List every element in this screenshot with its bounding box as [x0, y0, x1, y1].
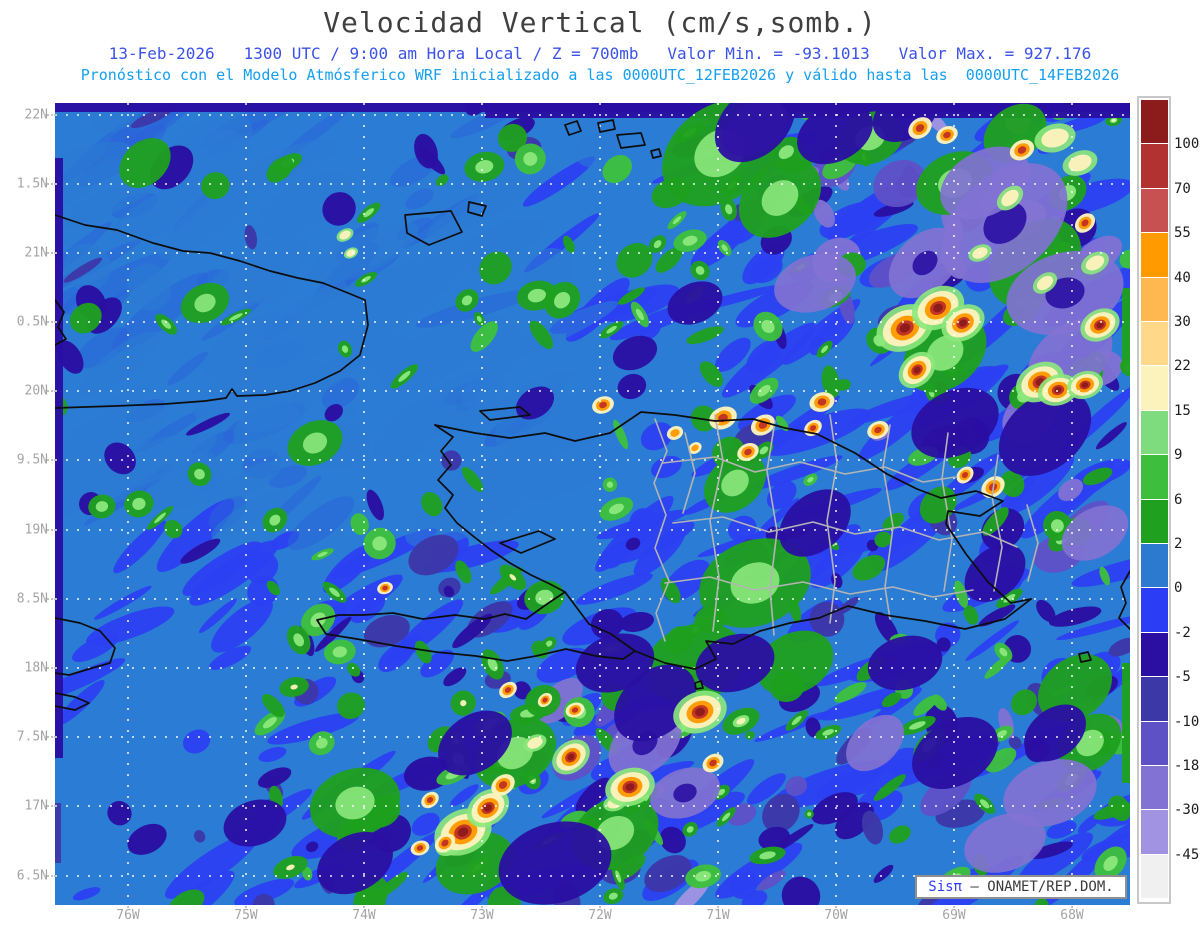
lon-tick-dot: [599, 906, 601, 908]
lon-tick-dot: [717, 906, 719, 908]
colorbar-label: 0: [1174, 580, 1183, 597]
colorbar-label: 15: [1174, 402, 1191, 419]
colorbar-label: 70: [1174, 180, 1191, 197]
lat-tick-label: 8.5N: [16, 591, 48, 607]
lat-tick-dots: [44, 598, 56, 600]
colorbar-label: 22: [1174, 358, 1191, 375]
lon-tick-dot: [363, 906, 365, 908]
colorbar-segment: [1141, 100, 1168, 145]
vertical-velocity-heatmap: [0, 83, 1177, 927]
map-canvas: [0, 83, 1177, 927]
colorbar-label: 9: [1174, 447, 1183, 464]
lat-tick-label: 18N: [24, 660, 48, 676]
colorbar-segment: [1141, 144, 1168, 189]
lat-tick-label: 22N: [24, 107, 48, 123]
colorbar-segment: [1141, 455, 1168, 500]
watermark-separator: —: [961, 879, 988, 895]
colorbar-label: -2: [1174, 624, 1191, 641]
lon-tick-label: 72W: [588, 908, 612, 923]
lat-tick-dots: [44, 805, 56, 807]
lon-tick-label: 71W: [706, 908, 730, 923]
colorbar-label: -18: [1174, 758, 1200, 774]
colorbar-label: -5: [1174, 669, 1191, 686]
page-title: Velocidad Vertical (cm/s,somb.): [323, 6, 877, 39]
lat-tick-label: 19N: [24, 522, 48, 538]
lon-tick-dot: [953, 906, 955, 908]
lon-tick-label: 74W: [352, 908, 376, 923]
colorbar-segment: [1141, 544, 1168, 589]
lat-tick-dots: [44, 321, 56, 323]
lat-tick-label: 1.5N: [16, 176, 48, 192]
lat-tick-dots: [44, 114, 56, 116]
lat-tick-dots: [44, 736, 56, 738]
colorbar-segment: [1141, 677, 1168, 722]
lon-tick-label: 73W: [470, 908, 494, 923]
lat-tick-label: 20N: [24, 383, 48, 399]
subtitle-forecast-info: Pronóstico con el Modelo Atmósferico WRF…: [80, 66, 1120, 84]
lon-tick-label: 68W: [1060, 908, 1084, 923]
lat-tick-label: 7.5N: [16, 729, 48, 745]
lon-tick-label: 76W: [116, 908, 140, 923]
watermark-brand: Sisπ: [928, 879, 962, 895]
lat-tick-label: 6.5N: [16, 868, 48, 884]
watermark-org: ONAMET/REP.DOM.: [987, 879, 1114, 895]
colorbar-segment: [1141, 233, 1168, 278]
lon-tick-dot: [127, 906, 129, 908]
subtitle-datetime-minmax: 13-Feb-2026 1300 UTC / 9:00 am Hora Loca…: [108, 44, 1092, 63]
colorbar-label: -30: [1174, 802, 1200, 819]
lat-tick-label: 17N: [24, 798, 48, 814]
lon-tick-label: 70W: [824, 908, 848, 923]
colorbar-label: 2: [1174, 536, 1183, 552]
colorbar-segment: [1141, 277, 1168, 322]
colorbar-segment: [1141, 499, 1168, 544]
colorbar-label: 40: [1174, 269, 1191, 286]
colorbar-segment: [1141, 366, 1168, 411]
lat-tick-dots: [44, 390, 56, 392]
lat-tick-label: 9.5N: [16, 452, 48, 468]
lon-tick-dot: [481, 906, 483, 908]
lat-tick-dots: [44, 875, 56, 877]
lat-tick-dots: [44, 183, 56, 185]
lon-tick-dot: [835, 906, 837, 908]
colorbar-segment: [1141, 322, 1168, 367]
colorbar-segment: [1141, 766, 1168, 811]
colorbar-segment: [1141, 410, 1168, 456]
lat-tick-dots: [44, 667, 56, 669]
watermark-box: Sisπ — ONAMET/REP.DOM.: [915, 875, 1127, 899]
lat-tick-label: 21N: [24, 245, 48, 261]
lat-tick-label: 0.5N: [16, 314, 48, 330]
colorbar-label: 100: [1174, 136, 1200, 153]
colorbar-label: 55: [1174, 225, 1191, 242]
colorbar-segment: [1141, 188, 1168, 234]
colorbar-segment: [1141, 632, 1168, 678]
lat-tick-dots: [44, 529, 56, 531]
lon-tick-label: 69W: [942, 908, 966, 923]
colorbar-label: 30: [1174, 314, 1191, 330]
colorbar-segment: [1141, 854, 1168, 900]
colorbar-label: 6: [1174, 491, 1183, 508]
lat-tick-dots: [44, 252, 56, 254]
colorbar-label: -45: [1174, 846, 1200, 863]
lat-tick-dots: [44, 459, 56, 461]
lon-tick-dot: [245, 906, 247, 908]
colorbar-segment: [1141, 588, 1168, 633]
colorbar-segment: [1141, 810, 1168, 855]
lon-tick-dot: [1071, 906, 1073, 908]
colorbar-segment: [1141, 721, 1168, 766]
colorbar-label: -10: [1174, 713, 1200, 730]
lon-tick-label: 75W: [234, 908, 258, 923]
